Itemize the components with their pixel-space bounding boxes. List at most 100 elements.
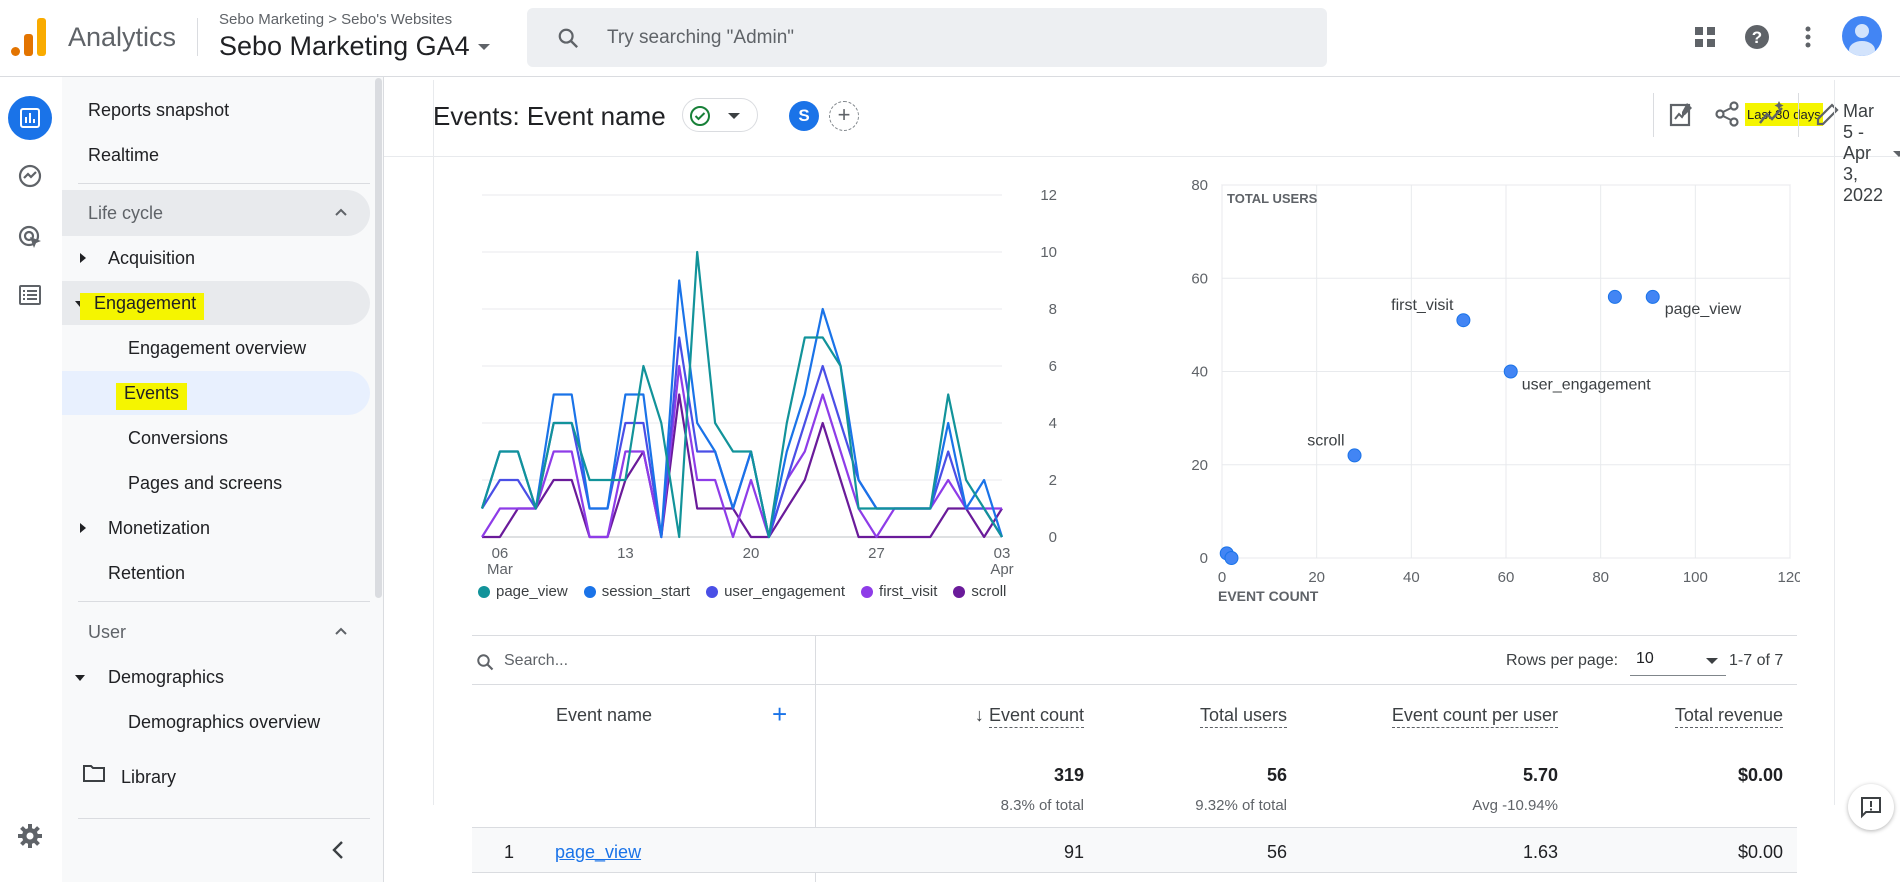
search-input[interactable]: Try searching "Admin" xyxy=(607,27,795,48)
scatter-point[interactable] xyxy=(1456,313,1471,328)
customize-report-icon[interactable] xyxy=(1667,99,1697,129)
column-header-label: Event count per user xyxy=(1391,705,1558,728)
left-nav-rail xyxy=(0,77,62,882)
collapse-icon[interactable] xyxy=(75,675,85,681)
property-name: Sebo Marketing GA4 xyxy=(219,31,470,61)
add-comparison-button[interactable]: + xyxy=(829,101,859,131)
x-tick-label: 60 xyxy=(1498,569,1515,586)
sidebar-scrollbar[interactable] xyxy=(375,78,382,598)
sidebar-item-retention[interactable]: Retention xyxy=(108,563,186,583)
scatter-point[interactable] xyxy=(1347,448,1362,463)
legend-item[interactable]: user_engagement xyxy=(706,583,845,600)
sidebar-item-reports-snapshot[interactable]: Reports snapshot xyxy=(88,100,230,120)
nav-admin[interactable] xyxy=(8,814,52,858)
scatter-point[interactable] xyxy=(1607,289,1622,304)
scatter-point[interactable] xyxy=(1645,289,1660,304)
nav-reports[interactable] xyxy=(8,96,52,140)
breadcrumb[interactable]: Sebo Marketing > Sebo's Websites xyxy=(219,11,452,28)
column-header-event-count[interactable]: ↓ Event count xyxy=(884,705,1084,728)
column-header-event-name[interactable]: Event name xyxy=(556,705,653,725)
point-label: user_engagement xyxy=(1522,377,1652,394)
x-tick-label: 03 xyxy=(994,545,1011,562)
breadcrumb-property-group[interactable]: Sebo's Websites xyxy=(341,11,453,28)
sidebar-item-pages-and-screens[interactable]: Pages and screens xyxy=(128,473,283,493)
sidebar-item-demographics[interactable]: Demographics xyxy=(108,667,225,687)
point-label: first_visit xyxy=(1391,297,1454,314)
row-total-revenue: $0.00 xyxy=(1737,842,1783,862)
edit-pencil-icon[interactable] xyxy=(1813,99,1843,129)
sidebar-item-realtime[interactable]: Realtime xyxy=(88,145,160,165)
x-tick-label: 80 xyxy=(1592,569,1609,586)
sidebar-item-engagement-overview[interactable]: Engagement overview xyxy=(128,338,307,358)
x-tick-label: 40 xyxy=(1403,569,1420,586)
report-header: Events: Event name S + Last 30 days Mar … xyxy=(384,77,1900,205)
column-header-total-users[interactable]: Total users xyxy=(1102,705,1287,728)
more-vert-icon[interactable] xyxy=(1793,22,1823,52)
x-axis-label: EVENT COUNT xyxy=(1218,588,1319,604)
chevron-up-icon[interactable] xyxy=(334,626,348,636)
expand-icon[interactable] xyxy=(80,523,86,533)
series-line-page_view[interactable] xyxy=(480,250,1003,539)
add-dimension-button[interactable]: + xyxy=(772,699,788,729)
event-name-link[interactable]: page_view xyxy=(555,842,642,862)
nav-explore[interactable] xyxy=(8,154,52,198)
row-index: 1 xyxy=(504,842,515,862)
sidebar-item-monetization[interactable]: Monetization xyxy=(108,518,211,538)
scatter-point[interactable] xyxy=(1503,364,1518,379)
total-event-count-per-user: 5.70 xyxy=(1522,765,1558,785)
feedback-button[interactable] xyxy=(1848,784,1894,830)
bar-chart-icon xyxy=(20,108,40,128)
comparison-avatar[interactable]: S xyxy=(789,101,819,131)
legend-swatch xyxy=(583,585,596,598)
y-tick-label: 12 xyxy=(1040,187,1057,204)
folder-icon xyxy=(83,765,105,782)
table-search-input[interactable]: Search... xyxy=(504,652,569,669)
sidebar-item-engagement[interactable]: Engagement xyxy=(62,281,370,325)
page-title: Events: Event name xyxy=(433,101,666,131)
sidebar-item-demographics-overview[interactable]: Demographics overview xyxy=(128,712,321,732)
series-line-scroll[interactable] xyxy=(482,393,1003,539)
x-tick-label: 120 xyxy=(1777,569,1800,586)
x-tick-label: 27 xyxy=(868,545,885,562)
x-tick-label: Mar xyxy=(487,561,513,578)
legend-label: page_view xyxy=(496,583,568,600)
legend-item[interactable]: page_view xyxy=(478,583,568,600)
sidebar-item-conversions[interactable]: Conversions xyxy=(128,428,229,448)
help-icon[interactable]: ? xyxy=(1742,22,1772,52)
legend-item[interactable]: first_visit xyxy=(861,583,937,600)
date-range-picker[interactable]: Mar 5 - Apr 3, 2022 xyxy=(1843,101,1900,206)
column-header-label: Total revenue xyxy=(1674,705,1783,728)
sidebar-section-lifecycle[interactable]: Life cycle xyxy=(62,190,370,236)
sidebar-item-acquisition[interactable]: Acquisition xyxy=(108,248,196,268)
nav-configure[interactable] xyxy=(8,273,52,317)
column-header-total-revenue[interactable]: Total revenue xyxy=(1572,705,1783,728)
account-avatar[interactable] xyxy=(1842,16,1882,56)
sidebar-item-events[interactable]: Events xyxy=(62,371,370,415)
share-icon[interactable] xyxy=(1712,99,1742,129)
person-icon xyxy=(1849,24,1875,56)
series-line-session_start[interactable] xyxy=(480,279,1004,539)
svg-text:?: ? xyxy=(1752,28,1762,47)
analytics-logo[interactable] xyxy=(10,18,46,56)
nav-advertising[interactable] xyxy=(8,215,52,259)
rows-per-page-select[interactable]: 10 xyxy=(1630,646,1726,676)
apps-grid-icon[interactable] xyxy=(1690,22,1720,52)
scatter-point[interactable] xyxy=(1224,551,1239,565)
legend-item[interactable]: session_start xyxy=(583,583,690,600)
y-tick-label: 10 xyxy=(1040,244,1057,261)
insights-icon[interactable] xyxy=(1757,99,1787,129)
y-tick-label: 8 xyxy=(1049,301,1057,318)
report-status-chip[interactable] xyxy=(682,98,758,132)
sidebar-section-user[interactable]: User xyxy=(88,622,127,642)
legend-item[interactable]: scroll xyxy=(953,583,1006,600)
table-row[interactable]: 1 page_view 91 56 1.63 $0.00 xyxy=(472,827,1797,873)
collapse-sidebar-icon[interactable] xyxy=(330,840,346,860)
breadcrumb-account[interactable]: Sebo Marketing xyxy=(219,11,325,28)
point-label: scroll xyxy=(1307,432,1344,449)
search-bar[interactable]: Try searching "Admin" xyxy=(527,8,1327,67)
property-selector[interactable]: Sebo Marketing GA4 xyxy=(219,31,490,62)
column-header-event-count-per-user[interactable]: Event count per user xyxy=(1302,705,1558,728)
sidebar-item-library[interactable]: Library xyxy=(121,767,177,787)
legend-label: user_engagement xyxy=(724,583,846,600)
expand-icon[interactable] xyxy=(80,253,86,263)
